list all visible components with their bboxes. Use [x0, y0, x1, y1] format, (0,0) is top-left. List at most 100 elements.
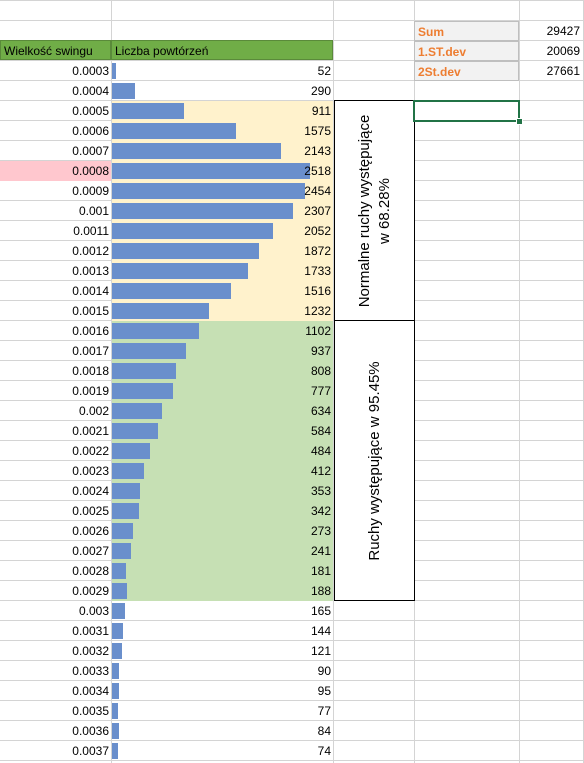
cell-swing-size[interactable]: 0.0036	[72, 724, 109, 738]
grid-hline	[0, 740, 584, 741]
cell-repeat-count[interactable]: 2454	[304, 184, 331, 198]
data-bar	[112, 503, 139, 519]
cell-swing-size[interactable]: 0.0028	[72, 564, 109, 578]
cell-swing-size[interactable]: 0.0037	[72, 744, 109, 758]
stat-label-2st-dev[interactable]: 2St.dev	[414, 61, 519, 81]
cell-repeat-count[interactable]: 188	[310, 584, 331, 598]
cell-repeat-count[interactable]: 90	[317, 664, 331, 678]
band-background	[112, 501, 333, 521]
cell-repeat-count[interactable]: 144	[310, 624, 331, 638]
selected-cell[interactable]	[413, 100, 520, 122]
textbox-68-percent[interactable]: Normalne ruchy występujące w 68.28%	[334, 100, 415, 321]
cell-repeat-count[interactable]: 1102	[305, 324, 331, 338]
cell-repeat-count[interactable]: 342	[310, 504, 331, 518]
cell-repeat-count[interactable]: 165	[310, 604, 331, 618]
cell-repeat-count[interactable]: 84	[317, 724, 331, 738]
cell-repeat-count[interactable]: 95	[317, 684, 331, 698]
grid-hline	[0, 0, 584, 1]
data-bar	[112, 163, 310, 179]
cell-swing-size[interactable]: 0.0029	[72, 584, 109, 598]
cell-repeat-count[interactable]: 634	[310, 404, 331, 418]
data-bar	[112, 743, 118, 759]
cell-swing-size[interactable]: 0.0009	[72, 184, 109, 198]
data-bar	[112, 263, 248, 279]
band-background	[112, 561, 333, 581]
cell-swing-size[interactable]: 0.0003	[72, 64, 109, 78]
cell-repeat-count[interactable]: 2143	[304, 144, 331, 158]
cell-swing-size[interactable]: 0.0006	[72, 124, 109, 138]
cell-repeat-count[interactable]: 777	[310, 384, 331, 398]
data-bar	[112, 563, 126, 579]
cell-repeat-count[interactable]: 241	[310, 544, 331, 558]
cell-repeat-count[interactable]: 74	[317, 744, 331, 758]
grid-hline	[0, 640, 584, 641]
cell-repeat-count[interactable]: 290	[310, 84, 331, 98]
cell-swing-size[interactable]: 0.0004	[72, 84, 109, 98]
stat-label-1st-dev[interactable]: 1.ST.dev	[414, 41, 519, 61]
cell-swing-size[interactable]: 0.0011	[73, 224, 109, 238]
band-background	[112, 521, 333, 541]
cell-repeat-count[interactable]: 808	[310, 364, 331, 378]
cell-swing-size[interactable]: 0.0032	[72, 644, 109, 658]
stat-label-sum[interactable]: Sum	[414, 21, 519, 41]
cell-repeat-count[interactable]: 1232	[304, 304, 331, 318]
cell-repeat-count[interactable]: 77	[317, 704, 331, 718]
cell-swing-size[interactable]: 0.0033	[72, 664, 109, 678]
cell-swing-size[interactable]: 0.0013	[72, 264, 109, 278]
cell-repeat-count[interactable]: 412	[310, 464, 331, 478]
cell-swing-size[interactable]: 0.0021	[72, 424, 109, 438]
data-bar	[112, 543, 131, 559]
cell-swing-size[interactable]: 0.0031	[72, 624, 109, 638]
cell-swing-size[interactable]: 0.0018	[72, 364, 109, 378]
cell-repeat-count[interactable]: 1575	[304, 124, 331, 138]
cell-swing-size[interactable]: 0.0035	[72, 704, 109, 718]
cell-swing-size[interactable]: 0.0019	[72, 384, 109, 398]
band-background	[112, 421, 333, 441]
cell-repeat-count[interactable]: 273	[310, 524, 331, 538]
cell-repeat-count[interactable]: 2052	[304, 224, 331, 238]
band-background	[112, 581, 333, 601]
grid-hline	[0, 100, 584, 101]
cell-repeat-count[interactable]: 1872	[304, 244, 331, 258]
cell-swing-size[interactable]: 0.0008	[0, 161, 111, 181]
cell-repeat-count[interactable]: 181	[310, 564, 331, 578]
cell-repeat-count[interactable]: 484	[310, 444, 331, 458]
fill-handle[interactable]	[516, 118, 523, 125]
cell-swing-size[interactable]: 0.0005	[72, 104, 109, 118]
cell-swing-size[interactable]: 0.002	[78, 404, 109, 418]
stat-value-2st-dev[interactable]: 27661	[546, 64, 580, 78]
stat-value-1st-dev[interactable]: 20069	[546, 44, 580, 58]
textbox-95-text: Ruchy występujące w 95.45%	[365, 360, 383, 561]
cell-repeat-count[interactable]: 121	[310, 644, 331, 658]
cell-repeat-count[interactable]: 584	[310, 424, 331, 438]
cell-swing-size[interactable]: 0.0022	[72, 444, 109, 458]
cell-swing-size[interactable]: 0.0025	[72, 504, 109, 518]
header-liczba-powtorzen[interactable]: Liczba powtórzeń	[111, 40, 333, 60]
cell-swing-size[interactable]: 0.0014	[72, 284, 109, 298]
cell-swing-size[interactable]: 0.0023	[72, 464, 109, 478]
cell-swing-size[interactable]: 0.0024	[72, 484, 109, 498]
cell-repeat-count[interactable]: 1516	[304, 284, 331, 298]
cell-repeat-count[interactable]: 2307	[304, 204, 331, 218]
cell-repeat-count[interactable]: 911	[311, 104, 331, 118]
cell-repeat-count[interactable]: 353	[310, 484, 331, 498]
cell-swing-size[interactable]: 0.003	[78, 604, 109, 618]
cell-swing-size[interactable]: 0.0017	[72, 344, 109, 358]
cell-repeat-count[interactable]: 2518	[304, 164, 331, 178]
header-wielkosc-swingu[interactable]: Wielkość swingu	[0, 40, 111, 60]
cell-repeat-count[interactable]: 52	[317, 64, 331, 78]
cell-swing-size[interactable]: 0.0015	[72, 304, 109, 318]
cell-repeat-count[interactable]: 937	[310, 344, 331, 358]
grid-hline	[0, 700, 584, 701]
cell-swing-size[interactable]: 0.0007	[72, 144, 109, 158]
cell-swing-size[interactable]: 0.001	[78, 204, 109, 218]
stat-value-sum[interactable]: 29427	[546, 24, 580, 38]
cell-swing-size[interactable]: 0.0027	[72, 544, 109, 558]
textbox-95-percent[interactable]: Ruchy występujące w 95.45%	[334, 320, 415, 601]
cell-swing-size[interactable]: 0.0016	[72, 324, 109, 338]
cell-swing-size[interactable]: 0.0026	[72, 524, 109, 538]
cell-swing-size[interactable]: 0.0012	[72, 244, 109, 258]
cell-swing-size[interactable]: 0.0034	[72, 684, 109, 698]
cell-repeat-count[interactable]: 1733	[304, 264, 331, 278]
